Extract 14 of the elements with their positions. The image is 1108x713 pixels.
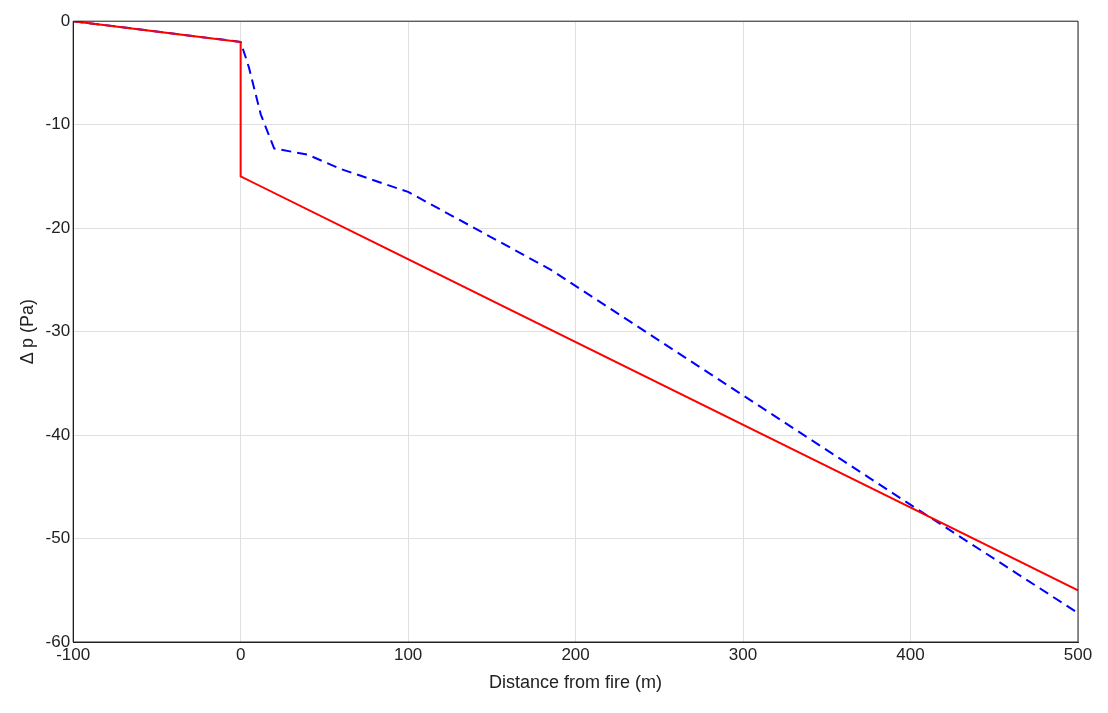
x-tick-label: 200 [561, 644, 590, 664]
y-tick-label: -10 [45, 114, 71, 134]
y-tick-label: -50 [45, 528, 71, 548]
x-tick-label: 300 [728, 644, 758, 664]
y-tick-label: -20 [45, 217, 71, 237]
x-axis-title: Distance from fire (m) [489, 672, 663, 693]
y-tick-label: 0 [60, 10, 71, 30]
x-tick-label: 500 [1063, 644, 1093, 664]
y-tick-label: -40 [45, 424, 71, 444]
x-tick-label: 0 [235, 644, 246, 664]
y-tick-label: -30 [45, 321, 71, 341]
x-tick-label: 100 [393, 644, 423, 664]
x-tick-label: 400 [896, 644, 925, 664]
y-axis-title: Δ p (Pa) [16, 299, 37, 365]
